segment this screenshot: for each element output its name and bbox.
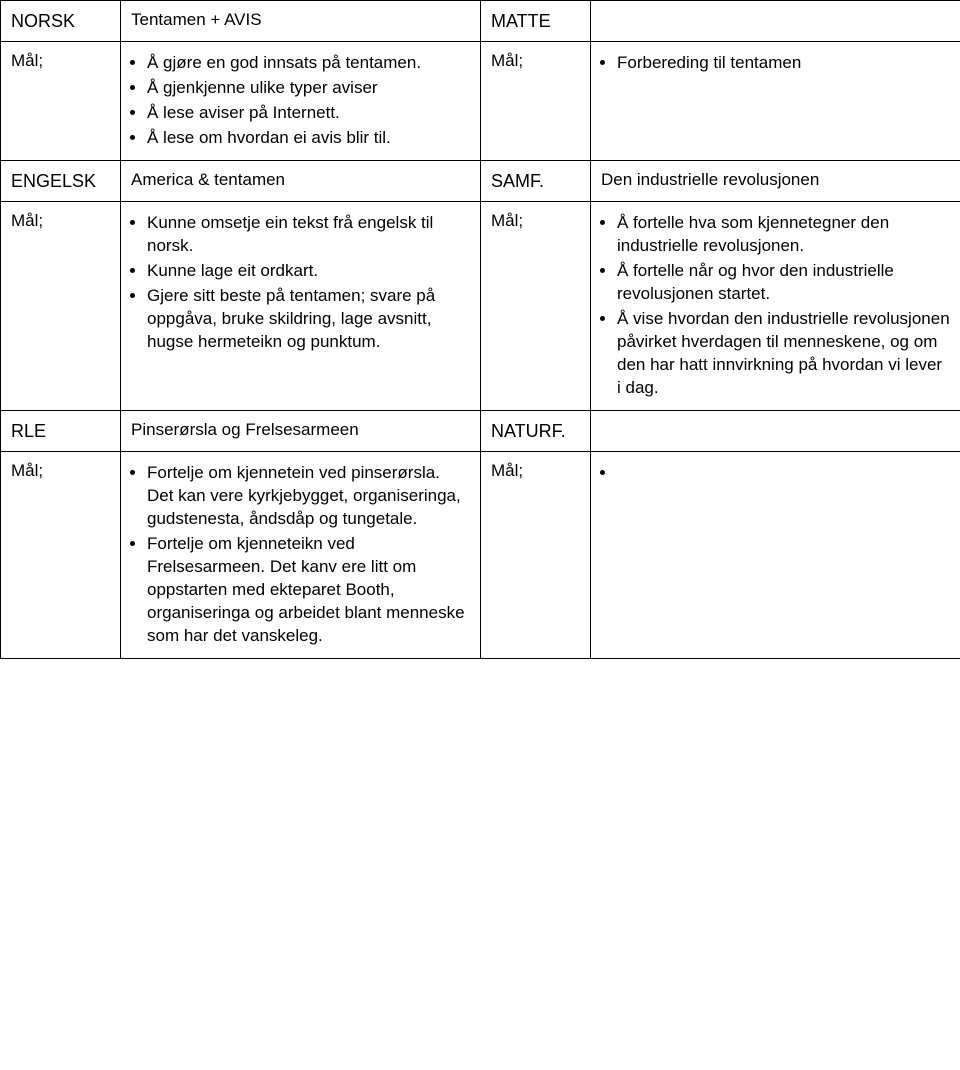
list-item: Å lese aviser på Internett. xyxy=(147,102,470,125)
table-row: ENGELSK America & tentamen SAMF. Den ind… xyxy=(1,161,960,202)
topic-rle: Pinserørsla og Frelsesarmeen xyxy=(121,410,481,451)
list-item: Kunne lage eit ordkart. xyxy=(147,260,470,283)
list-item: Å fortelle hva som kjennetegner den indu… xyxy=(617,212,950,258)
list-item: Å vise hvordan den industrielle revolusj… xyxy=(617,308,950,400)
list-item: Å gjøre en god innsats på tentamen. xyxy=(147,52,470,75)
list-item: Fortelje om kjennetein ved pinserørsla. … xyxy=(147,462,470,531)
topic-matte xyxy=(591,1,960,42)
table-row: Mål; Fortelje om kjennetein ved pinserør… xyxy=(1,452,960,659)
table-row: NORSK Tentamen + AVIS MATTE xyxy=(1,1,960,42)
subject-matte: MATTE xyxy=(481,1,591,42)
goals-matte: Forbereding til tentamen xyxy=(591,42,960,161)
list-item: Gjere sitt beste på tentamen; svare på o… xyxy=(147,285,470,354)
list-item: Å fortelle når og hvor den industrielle … xyxy=(617,260,950,306)
topic-engelsk: America & tentamen xyxy=(121,161,481,202)
goal-label: Mål; xyxy=(1,202,121,411)
list-item: Å gjenkjenne ulike typer aviser xyxy=(147,77,470,100)
list-item: Fortelje om kjenneteikn ved Frelsesarmee… xyxy=(147,533,470,648)
goal-label: Mål; xyxy=(481,452,591,659)
subject-engelsk: ENGELSK xyxy=(1,161,121,202)
goal-label: Mål; xyxy=(481,42,591,161)
list-item: Forbereding til tentamen xyxy=(617,52,950,75)
list-item: Kunne omsetje ein tekst frå engelsk til … xyxy=(147,212,470,258)
topic-norsk: Tentamen + AVIS xyxy=(121,1,481,42)
goals-engelsk: Kunne omsetje ein tekst frå engelsk til … xyxy=(121,202,481,411)
table-row: RLE Pinserørsla og Frelsesarmeen NATURF. xyxy=(1,410,960,451)
subject-rle: RLE xyxy=(1,410,121,451)
goals-samf: Å fortelle hva som kjennetegner den indu… xyxy=(591,202,960,411)
topic-samf: Den industrielle revolusjonen xyxy=(591,161,960,202)
subject-samf: SAMF. xyxy=(481,161,591,202)
subject-naturf: NATURF. xyxy=(481,410,591,451)
curriculum-table: NORSK Tentamen + AVIS MATTE Mål; Å gjøre… xyxy=(0,0,960,659)
topic-naturf xyxy=(591,410,960,451)
table-row: Mål; Å gjøre en god innsats på tentamen.… xyxy=(1,42,960,161)
goals-rle: Fortelje om kjennetein ved pinserørsla. … xyxy=(121,452,481,659)
list-item xyxy=(617,462,950,485)
subject-norsk: NORSK xyxy=(1,1,121,42)
goals-naturf xyxy=(591,452,960,659)
goal-label: Mål; xyxy=(481,202,591,411)
list-item: Å lese om hvordan ei avis blir til. xyxy=(147,127,470,150)
goal-label: Mål; xyxy=(1,42,121,161)
goals-norsk: Å gjøre en god innsats på tentamen. Å gj… xyxy=(121,42,481,161)
table-row: Mål; Kunne omsetje ein tekst frå engelsk… xyxy=(1,202,960,411)
goal-label: Mål; xyxy=(1,452,121,659)
